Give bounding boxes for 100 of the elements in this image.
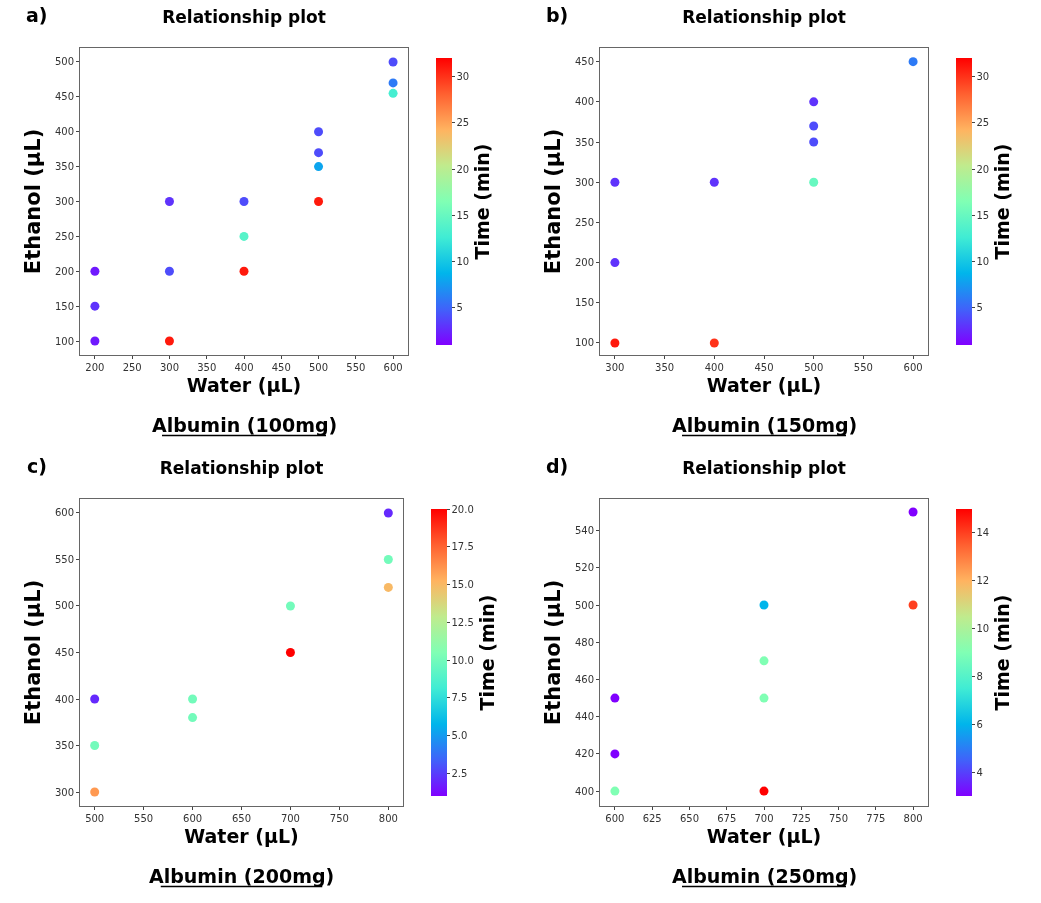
y-tick-label: 400 (54, 126, 74, 138)
y-axis-title: Ethanol (µL) (21, 579, 46, 726)
y-tick-label: 200 (54, 265, 74, 277)
point (610, 338, 620, 348)
point (383, 554, 393, 564)
y-tick-label: 500 (574, 599, 594, 611)
x-tick-label: 725 (791, 813, 811, 824)
point (809, 137, 819, 147)
x-axis-title: Water (µL) (706, 373, 822, 396)
text: Albumin (150mg) (672, 414, 858, 436)
x-tick-label: 750 (829, 813, 849, 824)
x-tick-label: 600 (183, 813, 203, 824)
point (90, 301, 100, 311)
y-tick-label: 540 (574, 525, 594, 537)
x-axis-title: Water (µL) (706, 824, 822, 847)
y-tick-label: 350 (574, 136, 594, 148)
x-tick-label: 250 (122, 362, 142, 373)
x-tick-label: 400 (234, 362, 254, 373)
color-bar-label: 6 (976, 718, 983, 730)
point (239, 231, 249, 241)
x-tick-label: 300 (159, 362, 179, 373)
x-tick-label: 700 (754, 813, 774, 824)
text: a) (26, 4, 48, 26)
color-bar-label: 17.5 (451, 541, 474, 553)
point (239, 266, 249, 276)
x-axis-title: Water (µL) (184, 824, 299, 847)
point (164, 266, 174, 276)
y-tick-label: 460 (574, 673, 594, 685)
point (285, 648, 295, 657)
text: Albumin (250mg) (672, 865, 858, 887)
y-tick-label: 520 (574, 562, 594, 574)
point (908, 57, 918, 67)
point (388, 78, 398, 88)
color-bar-label: 12.5 (451, 616, 474, 628)
y-tick-label: 300 (54, 196, 74, 207)
point (388, 57, 398, 67)
point (188, 713, 198, 723)
color-bar-label: 25 (456, 117, 470, 129)
point (314, 197, 324, 206)
y-tick-label: 500 (54, 56, 74, 68)
x-tick-label: 450 (271, 362, 291, 373)
color-bar-label: 20.0 (451, 503, 474, 515)
point (285, 601, 295, 611)
color-bar-label: 15 (456, 209, 470, 221)
x-tick-label: 550 (346, 362, 366, 373)
y-tick-label: 450 (54, 91, 74, 103)
y-tick-label: 600 (54, 507, 74, 519)
point (90, 787, 100, 797)
point (188, 694, 198, 704)
x-tick-label: 600 (383, 362, 403, 373)
x-tick-label: 500 (804, 362, 824, 373)
y-tick-label: 400 (574, 785, 594, 797)
point (314, 148, 324, 158)
point (709, 177, 719, 187)
y-tick-label: 350 (54, 740, 74, 752)
x-tick-label: 350 (197, 362, 217, 373)
point (90, 741, 100, 751)
point (383, 508, 393, 518)
point (610, 749, 620, 759)
y-tick-label: 500 (54, 600, 74, 612)
x-tick-label: 500 (309, 362, 329, 373)
point (908, 600, 918, 610)
y-tick-label: 250 (574, 216, 594, 228)
x-tick-label: 625 (642, 813, 662, 824)
point (383, 582, 393, 592)
y-tick-label: 480 (574, 636, 594, 648)
point (164, 336, 174, 346)
x-tick-label: 775 (866, 813, 886, 824)
color-bar-label: 10 (976, 256, 990, 268)
y-axis-title: Ethanol (µL) (21, 128, 46, 275)
color-bar-label: 30 (456, 71, 470, 83)
point (90, 694, 100, 704)
color-bar-label: 2.5 (451, 767, 468, 779)
chart-title: Relationship plot (682, 458, 846, 479)
y-tick-label: 100 (54, 335, 74, 347)
color-bar-title: Time (min) (475, 594, 498, 711)
point (388, 88, 398, 98)
y-tick-label: 400 (574, 96, 594, 108)
y-tick-label: 400 (54, 693, 74, 705)
text: Albumin (200mg) (149, 865, 335, 887)
color-bar-label: 8 (976, 670, 983, 682)
color-bar-label: 30 (976, 71, 990, 83)
point (314, 162, 324, 172)
color-bar-label: 12 (976, 575, 990, 587)
x-tick-label: 600 (903, 362, 923, 373)
point (809, 121, 819, 131)
color-bar-label: 14 (976, 527, 990, 539)
y-tick-label: 100 (574, 337, 594, 349)
color-bar-label: 10 (456, 256, 470, 268)
y-axis-title: Ethanol (µL) (541, 579, 566, 726)
color-bar-label: 25 (976, 117, 990, 129)
color-bar-title: Time (min) (991, 143, 1014, 260)
x-tick-label: 750 (329, 813, 349, 824)
chart-title: Relationship plot (162, 7, 326, 28)
x-tick-label: 675 (717, 813, 737, 824)
text: c) (27, 455, 47, 477)
x-tick-label: 300 (605, 362, 625, 373)
point (809, 97, 819, 107)
color-bar-label: 5 (456, 302, 463, 314)
y-tick-label: 450 (574, 56, 594, 68)
